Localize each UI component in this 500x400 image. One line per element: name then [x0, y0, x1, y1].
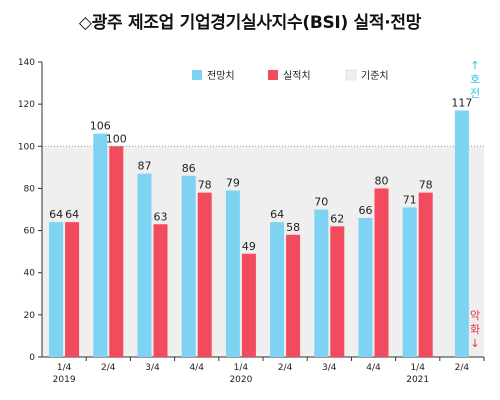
- data-label: 49: [242, 240, 256, 253]
- reference-band-layer: [42, 145, 484, 357]
- chart-title: ◇광주 제조업 기업경기실사지수(BSI) 실적·전망: [78, 13, 422, 33]
- data-label: 71: [403, 193, 417, 206]
- bar: [181, 175, 196, 357]
- x-tick-label: 4/4: [189, 363, 204, 373]
- bar: [418, 192, 433, 357]
- reference-band: [42, 146, 484, 357]
- legend-label: 실적치: [283, 70, 311, 82]
- data-label: 78: [419, 179, 433, 192]
- x-tick-label: 3/4: [322, 363, 337, 373]
- year-label: 2021: [406, 375, 429, 385]
- legend-swatch: [268, 70, 278, 80]
- x-tick-label: 2/4: [101, 363, 116, 373]
- bar: [225, 190, 240, 357]
- data-label: 64: [65, 208, 79, 221]
- bar: [93, 133, 108, 357]
- data-label: 64: [270, 208, 284, 221]
- bar: [270, 222, 285, 357]
- bar: [197, 192, 212, 357]
- data-label: 66: [359, 204, 373, 217]
- bar: [330, 226, 345, 357]
- annotation-improve: ↑ 호 전: [470, 59, 480, 100]
- data-label: 62: [330, 212, 344, 225]
- legend-label: 전망치: [207, 70, 235, 82]
- data-label: 58: [286, 221, 300, 234]
- y-tick-label: 140: [18, 58, 35, 68]
- x-tick-label: 2/4: [455, 363, 470, 373]
- data-label: 70: [314, 196, 328, 209]
- y-tick-label: 80: [24, 184, 36, 194]
- x-tick-label: 1/4: [410, 363, 425, 373]
- data-label: 86: [182, 162, 196, 175]
- legend-swatch: [345, 69, 357, 81]
- bar: [402, 207, 417, 357]
- annotation-worsen: 악 화 ↓: [470, 309, 480, 350]
- year-label: 2019: [53, 375, 76, 385]
- y-tick-label: 120: [18, 100, 35, 110]
- data-label: 64: [49, 208, 63, 221]
- legend: 전망치 실적치 기준치: [192, 69, 389, 82]
- y-tick-label: 40: [24, 269, 36, 279]
- legend-swatch: [192, 70, 202, 80]
- y-tick-label: 100: [18, 142, 35, 152]
- year-label: 2020: [229, 375, 252, 385]
- bar: [286, 234, 301, 357]
- data-label: 80: [375, 174, 389, 187]
- y-tick-label: 60: [24, 227, 36, 237]
- bar: [153, 224, 168, 357]
- bar: [314, 209, 329, 357]
- bar: [49, 222, 64, 357]
- annotations-layer: ↑ 호 전악 화 ↓: [470, 59, 480, 350]
- bar: [65, 222, 80, 357]
- x-tick-label: 3/4: [145, 363, 160, 373]
- bar: [137, 173, 152, 357]
- data-label: 100: [106, 132, 127, 145]
- bars-layer: [49, 110, 469, 357]
- bar: [454, 110, 469, 357]
- x-tick-label: 1/4: [57, 363, 72, 373]
- axes-layer: 0 20 40 60 80 100 120 140 1/4 2/4 3/4 4/4 1/4 2/4 3/4 4…: [18, 58, 485, 385]
- y-tick-label: 20: [24, 311, 36, 321]
- data-label: 79: [226, 177, 240, 190]
- bar: [241, 253, 256, 357]
- x-tick-label: 2/4: [278, 363, 293, 373]
- y-tick-label: 0: [29, 353, 35, 363]
- data-label: 78: [198, 179, 212, 192]
- legend-label: 기준치: [361, 70, 389, 82]
- x-tick-label: 4/4: [366, 363, 381, 373]
- bar: [358, 217, 373, 357]
- data-label: 63: [154, 210, 168, 223]
- data-label: 87: [138, 160, 152, 173]
- data-label: 106: [90, 120, 111, 133]
- data-label: 117: [451, 96, 472, 109]
- bar: [374, 188, 389, 357]
- bar: [109, 146, 124, 357]
- x-tick-label: 1/4: [234, 363, 249, 373]
